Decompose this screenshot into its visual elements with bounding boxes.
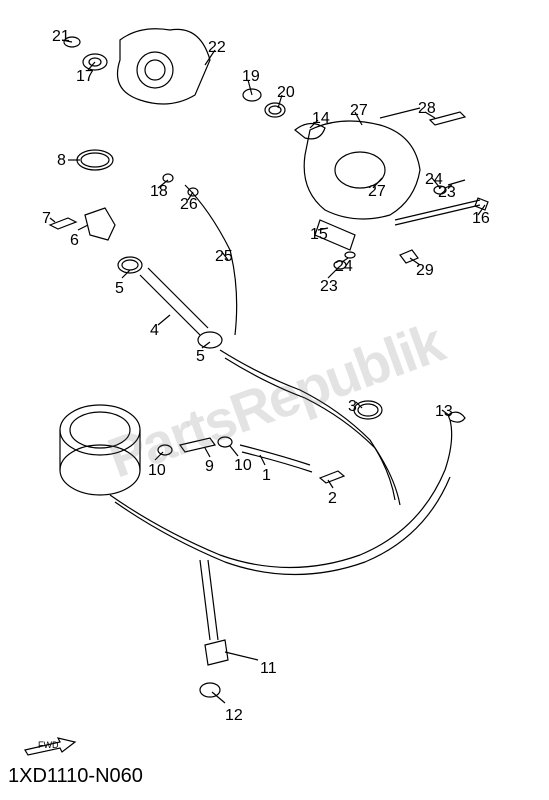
callout-2: 2	[328, 490, 337, 508]
callout-9: 9	[205, 458, 214, 476]
parts-diagram: 21 17 22 19 20 14 27 28 8 18 26 27 24 23…	[0, 0, 549, 800]
callout-4: 4	[150, 322, 159, 340]
callout-3: 3	[348, 398, 357, 416]
callout-20: 20	[277, 84, 295, 102]
callout-28: 28	[418, 100, 436, 118]
callout-6: 6	[70, 232, 79, 250]
callout-10a: 10	[148, 462, 166, 480]
callout-1: 1	[262, 467, 271, 485]
callout-18: 18	[150, 183, 168, 201]
callout-23b: 23	[320, 278, 338, 296]
callout-12: 12	[225, 707, 243, 725]
callout-17: 17	[76, 68, 94, 86]
callout-27a: 27	[350, 102, 368, 120]
callout-25: 25	[215, 248, 233, 266]
callout-26: 26	[180, 196, 198, 214]
callout-14: 14	[312, 110, 330, 128]
callout-21: 21	[52, 28, 70, 46]
callout-8: 8	[57, 152, 66, 170]
callout-5a: 5	[115, 280, 124, 298]
callout-24b: 24	[335, 258, 353, 276]
fwd-label: FWD	[38, 740, 59, 750]
callout-15: 15	[310, 226, 328, 244]
callout-29: 29	[416, 262, 434, 280]
callout-10b: 10	[234, 457, 252, 475]
part-code-label: 1XD1110-N060	[8, 765, 143, 788]
callout-27b: 27	[368, 183, 386, 201]
callout-5b: 5	[196, 348, 205, 366]
callout-16: 16	[472, 210, 490, 228]
callout-23a: 23	[438, 184, 456, 202]
callout-19: 19	[242, 68, 260, 86]
diagram-illustration	[0, 0, 549, 800]
fwd-direction-arrow: FWD	[20, 730, 80, 760]
callout-13: 13	[435, 403, 453, 421]
callout-22: 22	[208, 39, 226, 57]
callout-7: 7	[42, 210, 51, 228]
callout-11: 11	[260, 660, 277, 678]
